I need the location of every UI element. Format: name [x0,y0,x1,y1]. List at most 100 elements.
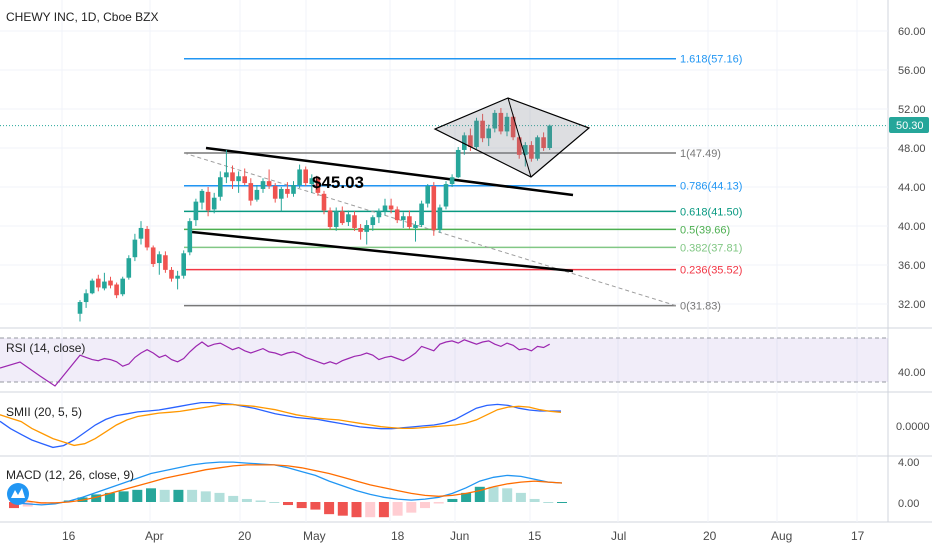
macd-histogram-bar [420,502,430,509]
macd-histogram-bar [557,502,567,503]
y-tick-36: 36.00 [898,260,926,272]
smii-line [0,401,561,449]
macd-histogram-bar [310,502,321,510]
candle-body [340,211,345,224]
candle-body [120,278,125,295]
x-label-18: 18 [391,529,405,543]
candle-body [462,135,467,150]
macd-histogram-bar [337,502,348,516]
candle-body [382,205,388,212]
last-price-tag: 50.30 [889,117,929,133]
candle-body [138,227,144,239]
macd-histogram-bar [283,502,293,506]
candle-body [248,183,254,201]
macd-signal-line [13,464,563,504]
candle-body [132,239,138,258]
candle-body [492,112,498,129]
x-label-may: May [303,529,326,543]
candle-body [510,116,516,138]
macd-histogram-bar [296,502,307,509]
candle-body [150,247,156,265]
candle-body [425,186,430,204]
candle-body [370,217,376,226]
rsi-fill [0,338,888,382]
y-tick-40: 40.00 [898,221,926,233]
diamond-diagonal [507,97,532,178]
macd-histogram-bar [488,486,499,502]
candle-body [535,137,540,159]
trend-channel[interactable] [191,146,574,273]
candle-body [303,169,308,184]
diamond-pattern[interactable] [433,97,591,178]
candle-body [486,128,491,139]
candle-body [163,255,168,270]
candle-body [498,112,504,132]
candle-body [260,181,266,189]
rsi-tick: 40.00 [898,367,926,379]
candle-body [175,275,180,279]
candle-body [315,178,321,193]
candle-body [272,186,278,199]
smii-signal-line [0,403,562,447]
candle-body [114,284,119,296]
x-label-16: 16 [62,529,76,543]
macd-title: MACD (12, 26, close, 9) [6,468,134,482]
macd-histogram-bar [173,489,184,502]
candle-body [364,225,369,232]
chart-title: CHEWY INC, 1D, Cboe BZX [6,10,158,24]
candle-body [102,281,107,289]
candle-body [388,205,394,210]
candle-body [401,216,406,221]
macd-histogram-bar [447,498,458,502]
tradingview-logo-icon[interactable] [7,483,29,505]
fib-label: 0.5(39.66) [680,224,730,236]
x-label-15: 15 [528,529,542,543]
candle-body [346,214,351,223]
candle-body [419,203,424,226]
fib-retracement[interactable]: 1.618(57.16) 1(47.49) 0.786(44.13) 0.618(41… [183,54,742,313]
lower-trendline [191,230,574,273]
candle-body [291,185,296,194]
macd-histogram-bar [433,502,444,504]
macd-histogram-bar [406,502,417,513]
macd-histogram-bar [118,491,129,502]
candle-body [516,137,522,155]
candle-body [474,120,479,148]
fib-label: 0.618(41.50) [680,206,742,218]
candle-body [449,177,455,185]
candle-body [523,145,528,155]
candle-body [230,172,235,182]
candle-body [169,269,174,279]
smii-series [0,401,562,449]
candle-body [376,211,382,218]
candle-body [327,210,333,227]
candle-body [358,227,363,232]
y-tick-32: 32.00 [898,299,926,311]
candle-body [309,178,315,185]
macd-histogram-bar [146,488,156,502]
candle-body [205,191,211,211]
rsi-series [0,339,550,387]
candle-body [431,186,437,230]
macd-histogram-bar [187,489,198,502]
y-tick-44: 44.00 [898,182,926,194]
x-label-apr: Apr [145,529,164,543]
x-label-jun: Jun [450,529,469,543]
fib-label: 1.618(57.16) [680,54,742,66]
upper-trendline [205,146,574,197]
candle-body [321,193,327,211]
candle-body [83,293,89,303]
fib-label: 0.786(44.13) [680,181,742,193]
candle-body [157,254,162,264]
x-label-17: 17 [851,529,865,543]
candle-body [547,125,552,148]
candle-body [394,209,400,221]
candle-body [279,188,284,199]
candle-body [352,215,357,228]
smii-title: SMII (20, 5, 5) [6,405,82,419]
candle-body [504,116,510,132]
candle-body [108,280,113,286]
macd-histogram-bar [132,489,143,502]
candle-body [333,211,339,227]
